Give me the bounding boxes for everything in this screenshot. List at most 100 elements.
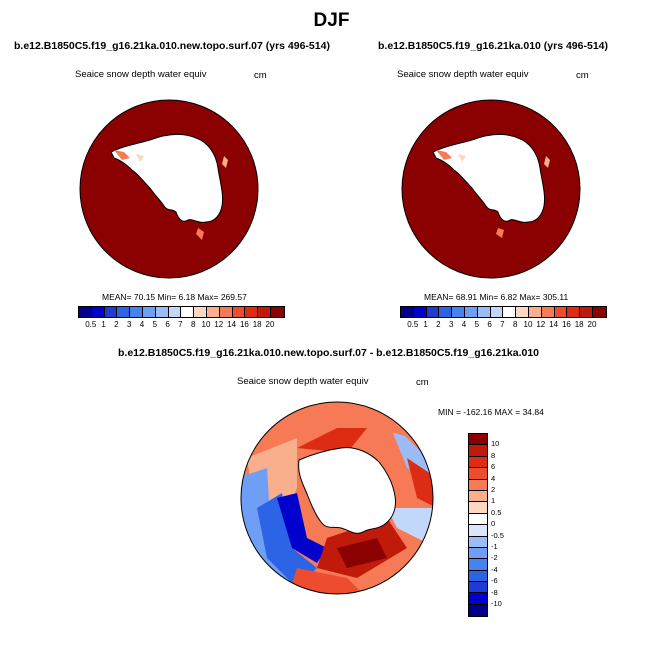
panel1-units: cm: [254, 70, 267, 81]
colorbar-tick-label: -0.5: [491, 530, 504, 540]
colorbar-swatch: [232, 307, 246, 317]
panel1-stats: MEAN= 70.15 Min= 6.18 Max= 269.57: [102, 292, 247, 302]
panel2-snow-patch: [544, 156, 550, 168]
colorbar-swatch: [528, 307, 542, 317]
colorbar-tick-label: 0.5: [85, 320, 97, 329]
panel1-snow-patch: [114, 150, 130, 160]
colorbar-tick-label: 1: [491, 496, 496, 506]
main-title: DJF: [313, 10, 350, 31]
colorbar-swatch: [142, 307, 156, 317]
colorbar-tick-label: -4: [491, 564, 498, 574]
colorbar-tick-label: 0: [491, 519, 496, 529]
colorbar-swatch: [155, 307, 169, 317]
colorbar-swatch: [219, 307, 233, 317]
colorbar-tick-label: 2: [436, 320, 441, 329]
colorbar-tick-label: 4: [461, 320, 467, 329]
colorbar-tick-label: 10: [201, 320, 211, 329]
panel1-snow-patch: [136, 154, 144, 162]
colorbar-swatch: [567, 307, 581, 317]
colorbar-swatch: [181, 307, 195, 317]
colorbar-swatch: [469, 559, 487, 571]
colorbar-tick-label: 10: [491, 439, 500, 449]
colorbar-tick-label: 3: [126, 320, 132, 329]
colorbar-swatch: [469, 445, 487, 457]
panel2-stats: MEAN= 68.91 Min= 6.82 Max= 305.11: [424, 292, 569, 302]
colorbar-swatch: [194, 307, 207, 317]
colorbar-swatch: [469, 513, 487, 526]
colorbar-swatch: [469, 536, 487, 548]
colorbar-swatch: [401, 307, 414, 317]
colorbar-swatch: [469, 479, 487, 491]
colorbar-swatch: [413, 307, 427, 317]
colorbar-swatch: [469, 490, 487, 503]
colorbar-swatch: [469, 582, 487, 594]
panel1-snow-patch: [196, 228, 204, 240]
difference-units: cm: [416, 377, 429, 388]
colorbar-tick-label: 1: [101, 320, 106, 329]
difference-colorbar: [468, 433, 488, 618]
difference-antarctica-landmass: [298, 447, 396, 534]
colorbar-tick-label: 16: [239, 320, 249, 329]
colorbar-tick-label: 14: [227, 320, 237, 329]
colorbar-tick-label: 2: [114, 320, 119, 329]
colorbar-tick-label: 8: [512, 320, 518, 329]
colorbar-swatch: [580, 307, 593, 317]
colorbar-tick-label: 0.5: [407, 320, 419, 329]
colorbar-tick-label: 8: [491, 450, 496, 460]
colorbar-swatch: [554, 307, 568, 317]
colorbar-tick-label: 16: [561, 320, 571, 329]
difference-map-border: [240, 401, 434, 595]
colorbar-swatch: [464, 307, 478, 317]
colorbar-swatch: [469, 468, 487, 480]
colorbar-swatch: [469, 502, 487, 514]
panel2-snow-patch: [436, 150, 452, 160]
panel1-case-title: b.e12.B1850C5.f19_g16.21ka.010.new.topo.…: [14, 40, 330, 52]
colorbar-swatch: [270, 307, 284, 317]
colorbar-tick-label: -6: [491, 576, 498, 586]
colorbar-swatch: [516, 307, 529, 317]
colorbar-swatch: [117, 307, 131, 317]
colorbar-swatch: [79, 307, 92, 317]
colorbar-tick-label: 12: [536, 320, 546, 329]
colorbar-tick-label: 6: [487, 320, 492, 329]
panel2-snow-patch: [458, 154, 466, 162]
colorbar-swatch: [469, 604, 487, 617]
colorbar-swatch: [104, 307, 118, 317]
colorbar-tick-label: 18: [574, 320, 584, 329]
colorbar-tick-label: 4: [491, 473, 496, 483]
colorbar-tick-label: -2: [491, 553, 498, 563]
colorbar-swatch: [469, 434, 487, 446]
colorbar-tick-label: 18: [252, 320, 262, 329]
panel2-snow-patch: [496, 228, 504, 238]
colorbar-swatch: [91, 307, 105, 317]
colorbar-tick-label: 14: [549, 320, 559, 329]
panel1-snow-patch: [222, 156, 228, 168]
colorbar-tick-label: 0.5: [491, 507, 502, 517]
colorbar-swatch: [439, 307, 453, 317]
colorbar-swatch: [490, 307, 504, 317]
colorbar-tick-label: 5: [152, 320, 158, 329]
panel1-colorbar: [78, 306, 285, 318]
colorbar-tick-label: -1: [491, 542, 498, 551]
colorbar-swatch: [130, 307, 143, 317]
colorbar-swatch: [452, 307, 465, 317]
colorbar-swatch: [245, 307, 259, 317]
difference-variable-title: Seaice snow depth water equiv: [237, 376, 369, 387]
panel2-variable-title: Seaice snow depth water equiv: [397, 69, 529, 80]
colorbar-tick-label: 3: [448, 320, 454, 329]
colorbar-tick-label: 5: [474, 320, 480, 329]
colorbar-tick-label: -10: [491, 599, 502, 608]
colorbar-tick-label: 6: [491, 462, 496, 472]
colorbar-swatch: [469, 570, 487, 583]
colorbar-tick-label: 20: [587, 320, 597, 329]
colorbar-tick-label: 10: [523, 320, 533, 329]
colorbar-tick-label: 12: [214, 320, 224, 329]
difference-stats: MIN = -162.16 MAX = 34.84: [438, 407, 544, 417]
colorbar-swatch: [469, 525, 487, 537]
panel2-map: [401, 99, 581, 279]
panel1-variable-title: Seaice snow depth water equiv: [75, 69, 207, 80]
colorbar-tick-label: 4: [139, 320, 145, 329]
colorbar-swatch: [206, 307, 220, 317]
panel2-units: cm: [576, 70, 589, 81]
colorbar-tick-label: 7: [500, 320, 505, 329]
